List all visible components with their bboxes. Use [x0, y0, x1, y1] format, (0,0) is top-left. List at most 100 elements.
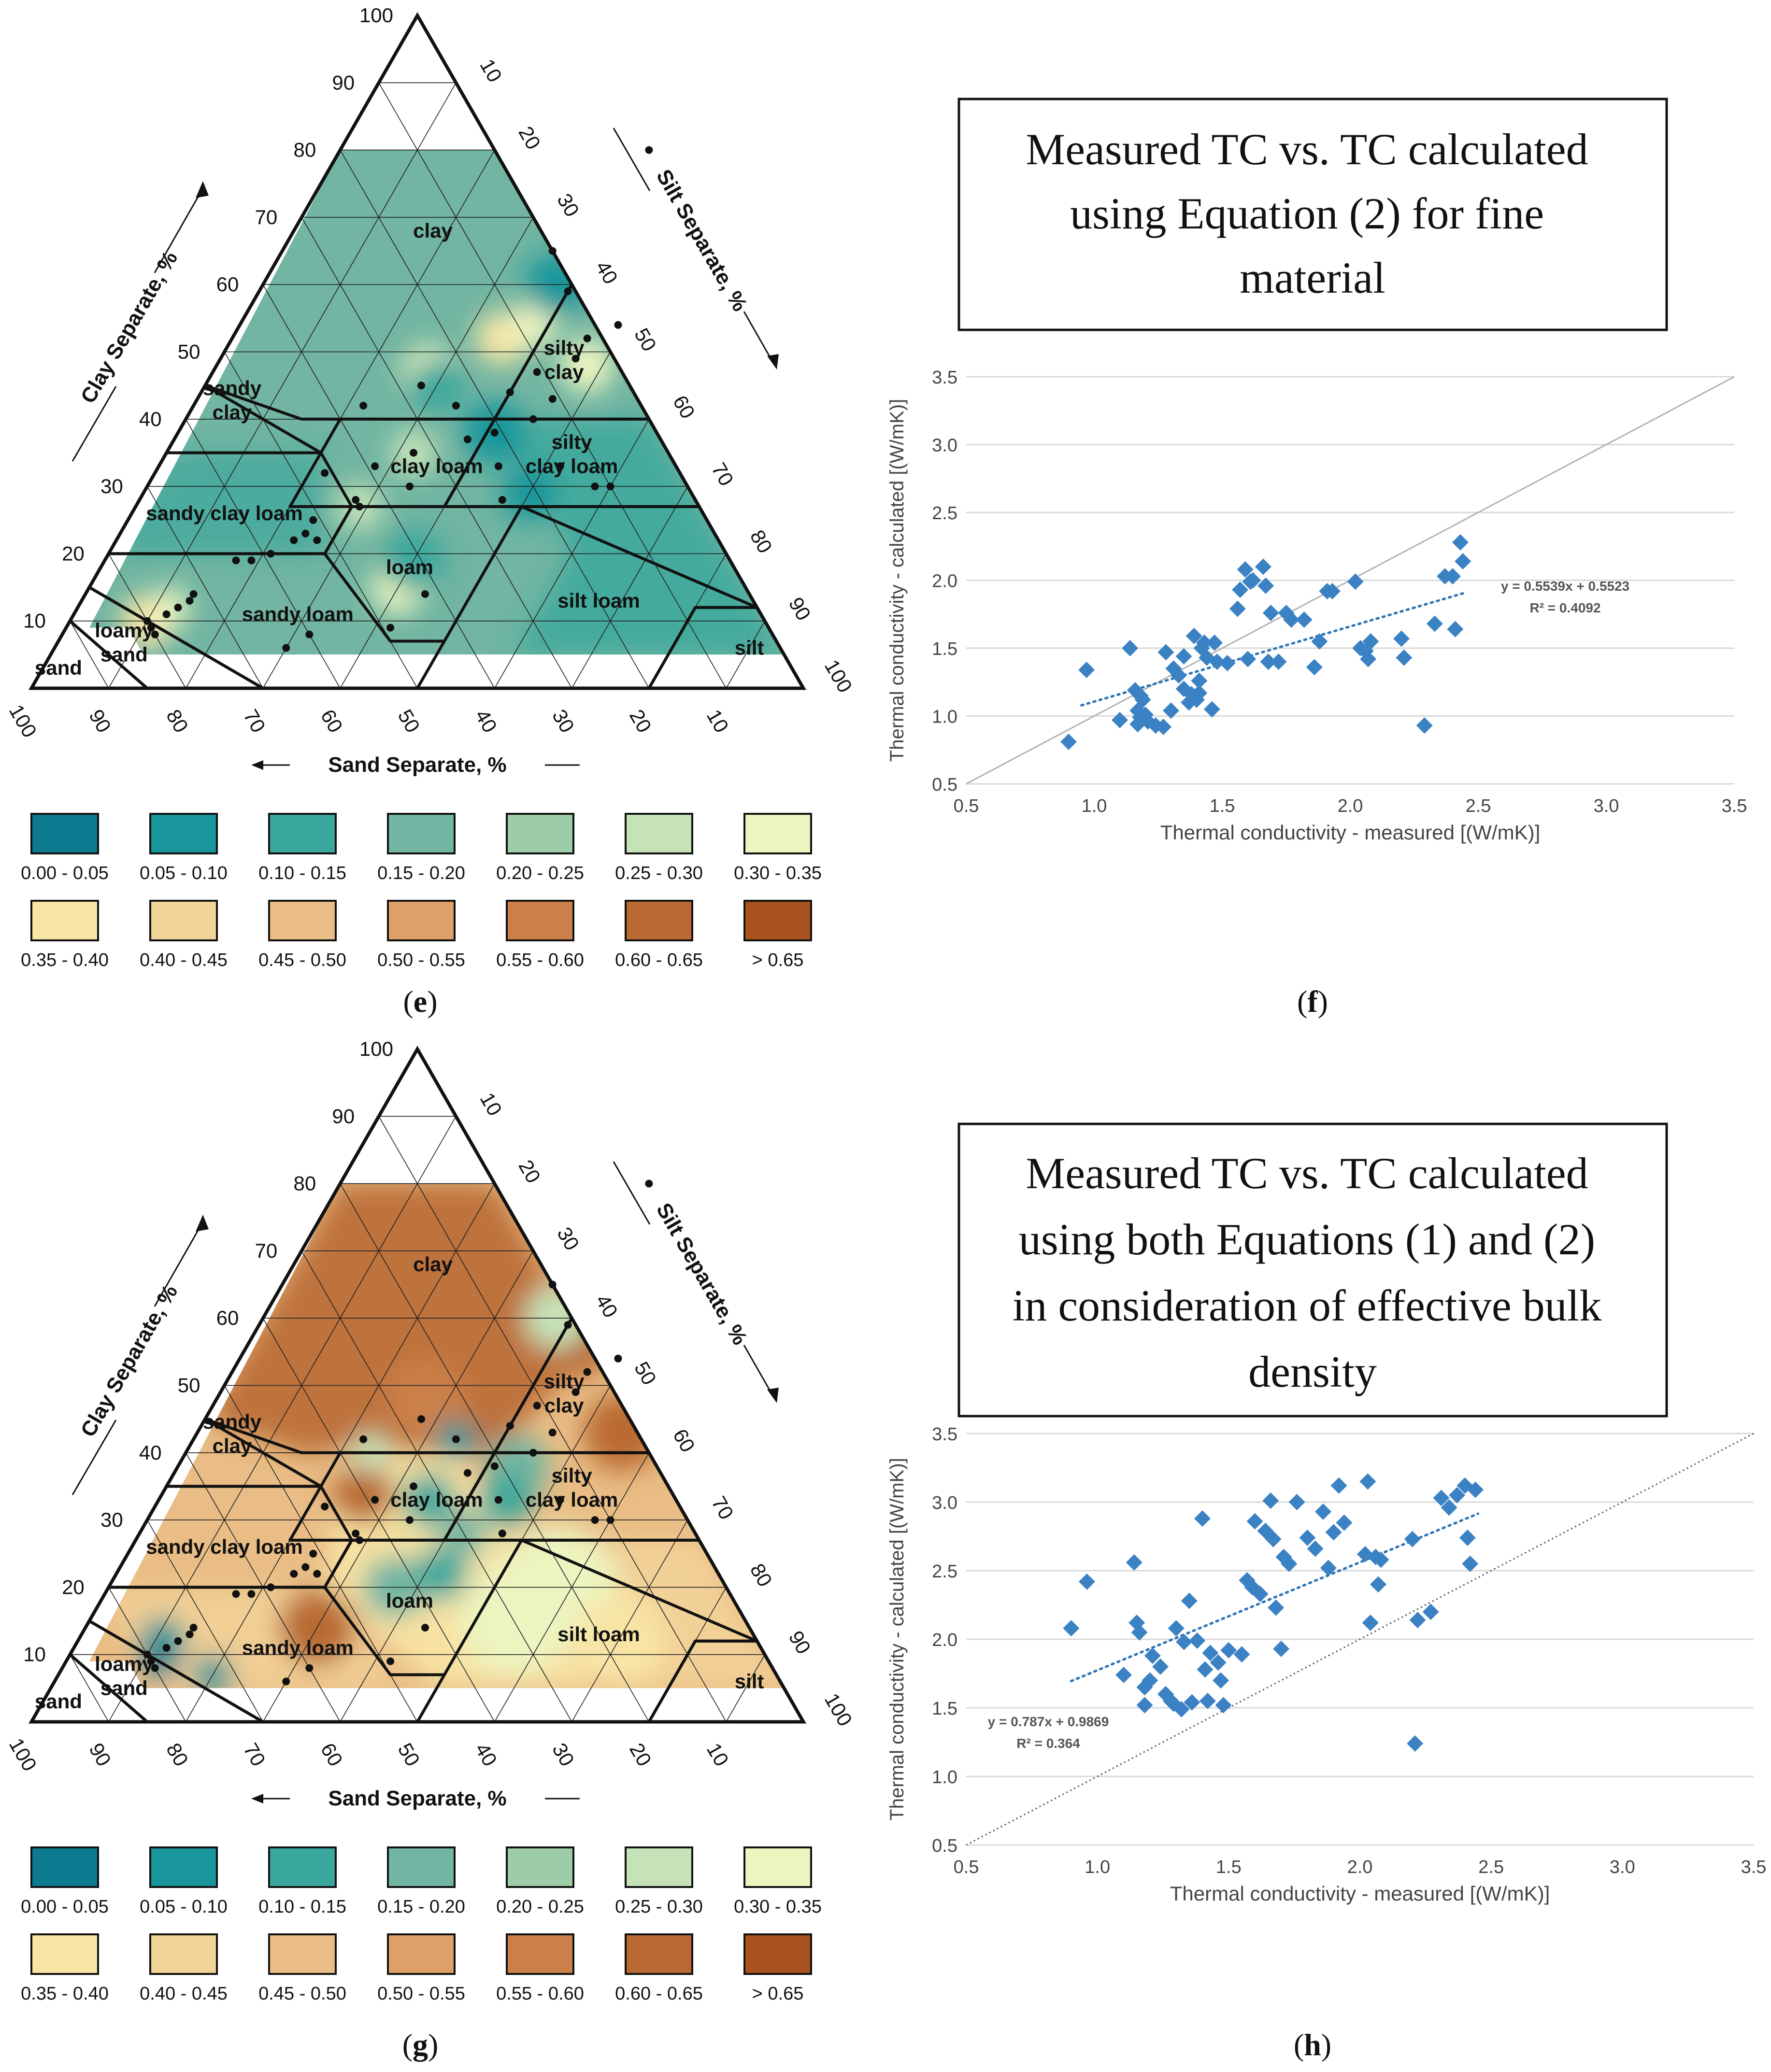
label-line: clay [544, 1394, 584, 1417]
sand-tick-label: 20 [625, 1739, 656, 1770]
data-point [1168, 1620, 1185, 1637]
data-point [1170, 667, 1187, 684]
legend-swatch [268, 1933, 337, 1975]
sample-point [417, 1415, 425, 1423]
legend-label: 0.25 - 0.30 [615, 1897, 703, 1917]
sample-point [247, 556, 256, 565]
label-line: loamy [95, 619, 154, 641]
sample-point [162, 1644, 171, 1652]
sample-point [406, 1516, 414, 1524]
data-point [1142, 1672, 1158, 1689]
data-point [1296, 611, 1313, 628]
grid-line-silt [262, 1250, 534, 1722]
class-boundary [30, 619, 149, 690]
reference-line-1to1 [966, 1433, 1754, 1846]
legend-swatch [30, 813, 99, 854]
sand-tick-label: 90 [85, 1739, 115, 1770]
sample-point [406, 483, 414, 491]
sample-point [232, 556, 240, 565]
data-point [1409, 1612, 1426, 1629]
heatmap-blob [571, 179, 649, 256]
ternary-panel-e: 10 20 30 40 50 60 70 80 90 100 10 20 30 40 50 60 70 80 90 1… [5, 4, 857, 1019]
y-tick-label: 3.0 [932, 1493, 957, 1513]
grid-line-sand [147, 1519, 264, 1722]
soil-class-label: sandy loam [242, 1636, 354, 1659]
sample-point [356, 1536, 364, 1544]
data-point [1362, 1614, 1379, 1631]
axis-arrow-line [613, 1161, 651, 1225]
label-line: sandy [203, 1410, 262, 1433]
data-point [1210, 1654, 1227, 1671]
legend-label: 0.15 - 0.20 [377, 1897, 465, 1917]
sample-point [498, 496, 506, 504]
data-point [1157, 644, 1174, 661]
y-tick-label: 2.0 [932, 1630, 957, 1650]
data-point [1206, 634, 1223, 651]
data-point [1324, 582, 1341, 599]
sample-point [548, 395, 557, 403]
label-line: clay loam [526, 1488, 618, 1511]
sand-tick-label: 10 [702, 1739, 733, 1770]
data-point [1416, 717, 1433, 734]
silt-tick-label: 70 [707, 459, 738, 490]
sample-point [162, 610, 171, 618]
sand-tick-label: 70 [239, 1739, 270, 1770]
scatter-plot: 0.5 1.0 1.5 2.0 2.5 3.0 3.5 0.5 1.0 1.5 2.0 2.5 3.0 3… [886, 368, 1747, 844]
x-axis-title: Thermal conductivity - measured [(W/mK)] [1160, 821, 1541, 844]
data-point [1444, 568, 1461, 585]
legend-swatch [625, 813, 693, 854]
sample-point [267, 550, 275, 558]
sand-tick-label: 30 [548, 706, 579, 737]
legend-label: 0.35 - 0.40 [21, 1984, 109, 2004]
silt-tick-label: 80 [746, 526, 777, 557]
clay-tick-label: 40 [139, 408, 162, 430]
clay-tick-label: 100 [359, 4, 393, 27]
silt-tick-label: 100 [820, 656, 857, 696]
x-tick-label: 1.0 [1082, 796, 1107, 816]
soil-class-label: loamy sand [95, 1652, 154, 1699]
x-axis-title: Thermal conductivity - measured [(W/mK)] [1170, 1882, 1550, 1905]
panel-label-h: (h) [1294, 2028, 1331, 2062]
grid-line-sand [70, 1654, 109, 1722]
panel-label-e: (e) [403, 984, 437, 1019]
grid-line-sand [147, 486, 264, 689]
clay-tick-label: 30 [100, 475, 123, 497]
data-point [1078, 661, 1095, 678]
axis-arrow-line [154, 1221, 204, 1307]
x-tick-label: 2.0 [1338, 796, 1363, 816]
soil-class-label: sandy clay loam [146, 1535, 303, 1558]
data-point [1262, 1492, 1279, 1509]
data-point [1163, 702, 1179, 719]
clay-axis-title: Clay Separate, % [76, 1281, 183, 1441]
data-point [1122, 640, 1139, 656]
x-tick-label: 0.5 [954, 1857, 979, 1877]
legend-label: 0.35 - 0.40 [21, 950, 109, 970]
soil-class-label: sandy clay [203, 377, 262, 424]
sample-point [571, 1388, 580, 1396]
clay-tick-label: 20 [62, 542, 85, 565]
legend-label: 0.55 - 0.60 [496, 950, 584, 970]
data-point [1372, 1551, 1389, 1568]
sample-points [143, 146, 653, 652]
clay-tick-label: 70 [255, 1239, 278, 1262]
data-point [1203, 701, 1220, 718]
soil-class-label: clay [413, 1253, 453, 1276]
data-point [1237, 561, 1254, 578]
grid-line-silt [571, 486, 688, 689]
grid-line-silt [262, 217, 534, 689]
y-tick-label: 0.5 [932, 775, 957, 795]
grid-line-sand [378, 82, 727, 689]
data-point [1311, 633, 1328, 650]
sample-point [305, 1664, 314, 1672]
silt-axis-title: Silt Separate, % [652, 166, 752, 315]
data-point [1462, 1555, 1479, 1572]
sample-point [143, 1650, 151, 1659]
panel-label-g: (g) [402, 2028, 439, 2062]
label-line: silty [552, 430, 593, 453]
sample-point [232, 1590, 240, 1598]
sample-point [189, 590, 198, 598]
legend-swatch [149, 900, 218, 941]
sample-point [290, 536, 298, 544]
data-point [1199, 1692, 1216, 1709]
sand-axis-title: Sand Separate, % [328, 753, 506, 777]
